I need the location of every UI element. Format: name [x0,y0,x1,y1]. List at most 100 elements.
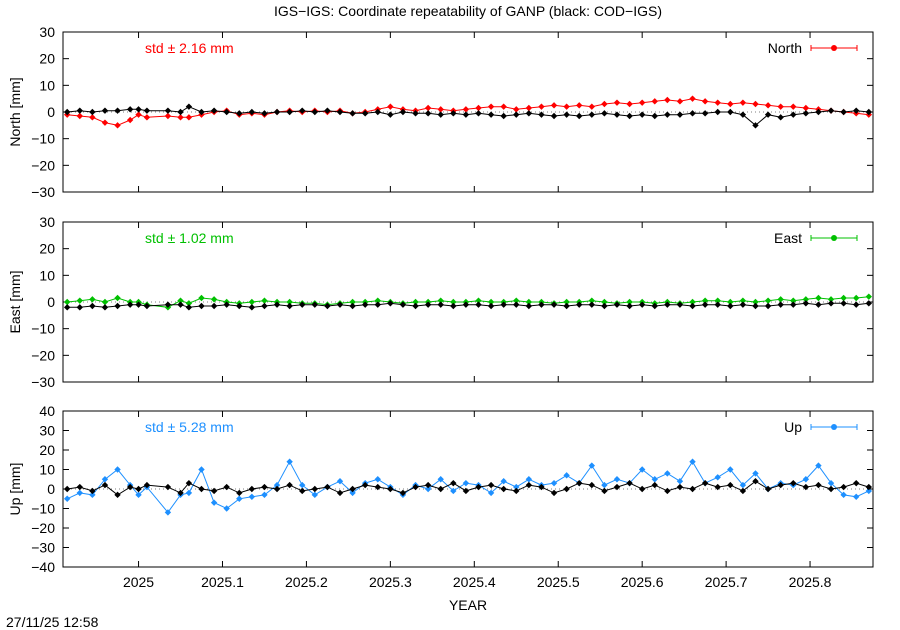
data-point [689,485,696,493]
data-point [374,297,381,304]
data-point [752,122,759,129]
plot-frame [62,31,874,193]
data-point [210,487,218,495]
data-point [76,304,83,311]
data-point [626,298,633,306]
data-point [815,294,822,302]
data-point [626,112,633,120]
data-point [198,485,205,493]
data-point [450,110,457,117]
data-point [525,104,533,112]
data-point [185,103,193,110]
data-point [676,301,684,308]
data-point [513,106,520,113]
data-point [689,95,696,102]
data-point [638,99,646,106]
data-point [500,112,507,120]
data-point [487,302,495,310]
data-point [336,478,344,485]
data-point [126,116,134,124]
data-point [739,111,747,118]
data-point [714,99,721,106]
data-point [210,499,218,506]
data-point [701,98,709,105]
data-point [261,110,268,117]
timestamp: 27/11/25 12:58 [6,614,99,630]
data-point [563,472,570,479]
data-point [210,302,218,310]
data-point [790,111,797,118]
data-point [299,481,306,489]
data-point [164,509,172,516]
data-point [714,301,721,308]
data-point [177,108,184,116]
data-point [135,491,142,499]
x-tick-label: 2025.1 [201,574,244,590]
data-point [563,485,570,493]
data-point [63,304,71,311]
data-point [437,476,444,483]
data-point [651,98,658,105]
data-point [126,301,134,308]
data-point [374,108,381,116]
panel-north: −30 −20 −10 0 10 20 30 North [mm] std ± 2.16 mm N… [7,24,874,200]
data-point [286,298,293,306]
x-tick-label: 2025.7 [705,574,748,590]
data-point [101,298,109,306]
data-point [349,489,356,497]
data-point [638,111,646,118]
data-point [626,100,633,108]
data-point [840,108,847,116]
data-point [261,483,268,491]
data-point [538,483,545,491]
data-point [164,107,172,114]
y-tick-label: 20 [39,442,55,458]
data-point [387,103,394,110]
data-point [689,298,696,306]
data-point [815,301,822,308]
data-point [487,103,495,110]
data-point [752,302,759,310]
data-point [513,301,520,308]
y-tick-label: −40 [31,559,55,575]
data-point [89,491,96,499]
legend-label: Up [784,419,802,435]
data-point [164,483,172,491]
data-point [114,302,121,310]
std-annotation: std ± 1.02 mm [145,230,234,246]
data-point [437,301,444,308]
legend-marker [810,424,858,430]
data-point [777,103,784,110]
data-point [89,296,96,303]
data-point [89,487,96,495]
data-point [89,302,96,310]
data-point [727,298,734,306]
data-point [727,100,734,108]
legend-marker [810,45,858,51]
data-point [865,108,873,116]
data-point [248,485,256,493]
data-point [114,294,121,302]
data-point [815,462,822,469]
data-point [462,106,470,113]
data-point [198,108,205,116]
data-point [223,483,230,491]
data-point [739,301,747,308]
data-point [475,104,482,112]
data-point [487,111,495,118]
data-point [802,110,810,117]
data-point [236,302,243,310]
data-point [563,302,570,310]
data-point [437,111,444,118]
data-point [177,489,184,497]
data-point [63,485,71,493]
data-point [777,301,784,308]
data-point [714,483,721,491]
data-point [76,107,83,114]
data-point [185,300,193,307]
y-tick-label: 40 [39,403,55,419]
data-point [101,481,109,489]
data-point [412,110,419,117]
plot-frame [62,410,874,568]
data-point [349,298,356,306]
